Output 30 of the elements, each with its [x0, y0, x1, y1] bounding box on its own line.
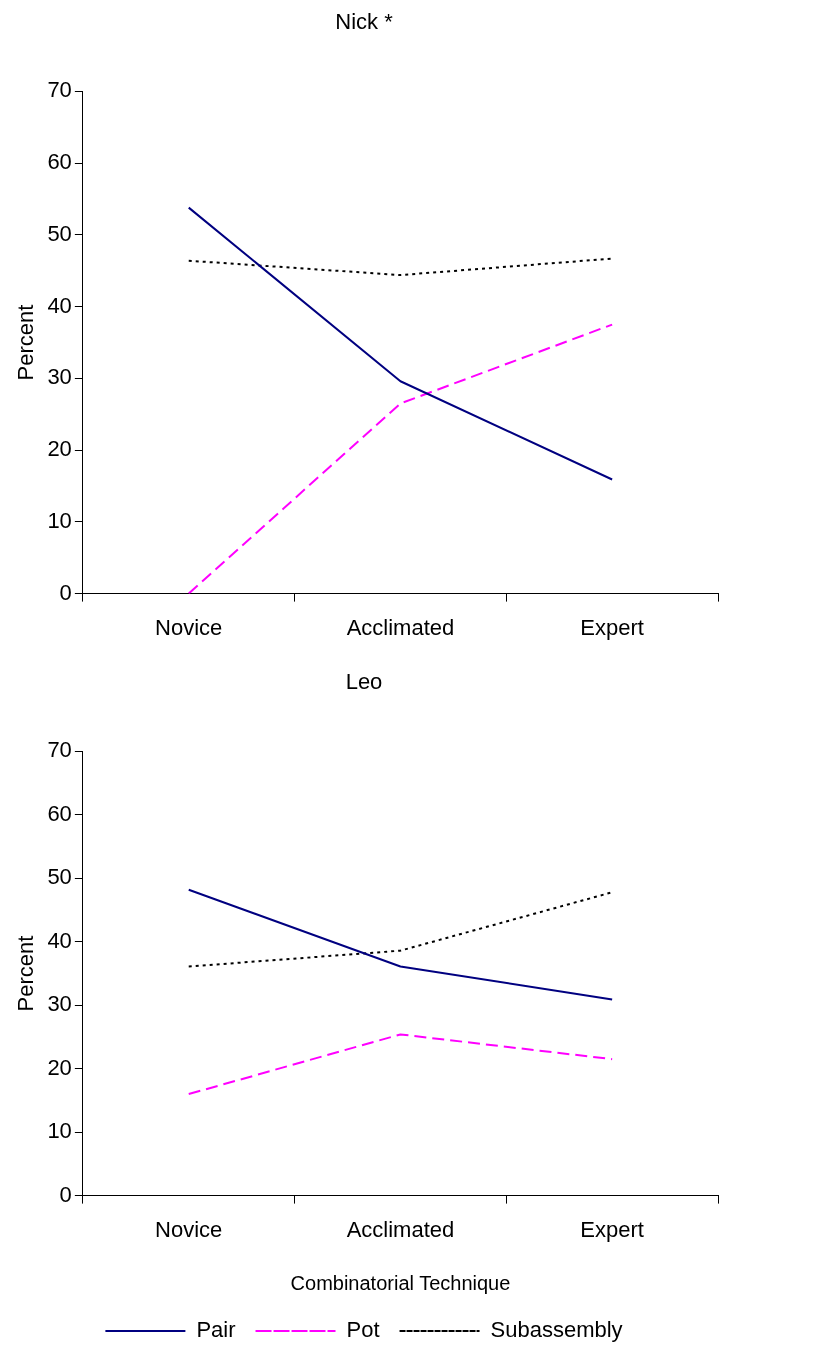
- y-tick-label: 70: [47, 77, 72, 103]
- x-tick-label: Expert: [580, 614, 644, 640]
- y-tick-label: 30: [47, 991, 72, 1017]
- y-tick-label: 20: [47, 436, 72, 462]
- x-tick-label: Novice: [155, 614, 223, 640]
- chart-title: Nick *: [335, 9, 394, 35]
- y-tick-label: 10: [47, 507, 72, 533]
- legend-label: Subassembly: [490, 1317, 623, 1343]
- y-tick-label: 20: [47, 1054, 72, 1080]
- x-tick-label: Acclimated: [346, 614, 455, 640]
- y-tick-label: 50: [47, 864, 72, 890]
- y-tick-label: 0: [59, 1181, 72, 1207]
- legend-label: Pair: [196, 1317, 236, 1343]
- y-axis-title: Percent: [13, 935, 39, 1012]
- y-tick-label: 60: [47, 800, 72, 826]
- y-tick-label: 50: [47, 220, 72, 246]
- y-tick-label: 30: [47, 364, 72, 390]
- legend-label: Pot: [346, 1317, 380, 1343]
- y-tick-label: 0: [59, 579, 72, 605]
- x-tick-label: Acclimated: [346, 1216, 455, 1242]
- y-axis-title: Percent: [13, 304, 39, 381]
- y-tick-label: 10: [47, 1118, 72, 1144]
- x-tick-label: Expert: [580, 1216, 644, 1242]
- chart-title: Leo: [345, 669, 383, 695]
- x-tick-label: Novice: [155, 1216, 223, 1242]
- y-tick-label: 40: [47, 927, 72, 953]
- y-tick-label: 60: [47, 149, 72, 175]
- x-axis-title: Combinatorial Technique: [290, 1271, 511, 1294]
- y-tick-label: 70: [47, 737, 72, 763]
- y-tick-label: 40: [47, 292, 72, 318]
